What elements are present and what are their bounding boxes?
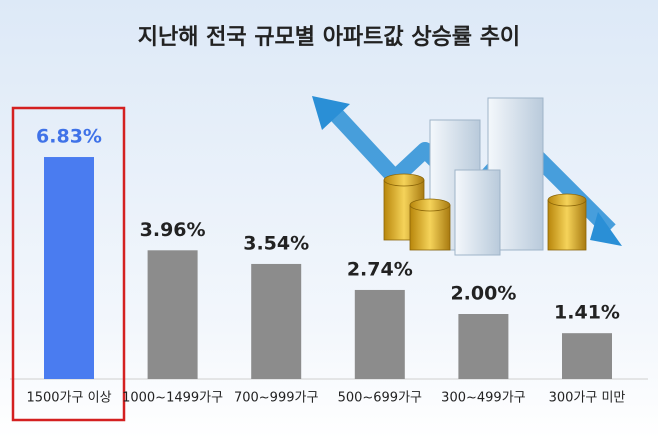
x-tick-label: 1500가구 이상	[26, 391, 111, 406]
x-tick-label: 1000~1499가구	[122, 391, 223, 406]
bar	[251, 263, 302, 379]
bar	[562, 333, 612, 379]
value-label: 2.74%	[347, 258, 413, 280]
chart-title: 지난해 전국 규모별 아파트값 상승률 추이	[138, 25, 520, 50]
x-tick-label: 700~999가구	[234, 391, 318, 406]
bar	[147, 250, 198, 379]
value-label: 6.83%	[36, 126, 102, 148]
x-tick-label: 300가구 미만	[549, 391, 626, 406]
value-label: 3.54%	[243, 232, 309, 254]
highlight-box	[11, 106, 126, 422]
illustration	[312, 96, 622, 256]
bar	[354, 289, 405, 379]
x-tick-label: 300~499가구	[441, 391, 525, 406]
value-label: 2.00%	[450, 283, 516, 305]
value-label: 3.96%	[140, 219, 206, 241]
x-tick-label: 500~699가구	[338, 391, 422, 406]
bar	[44, 157, 94, 379]
bar	[458, 314, 509, 379]
value-label: 1.41%	[554, 302, 620, 324]
